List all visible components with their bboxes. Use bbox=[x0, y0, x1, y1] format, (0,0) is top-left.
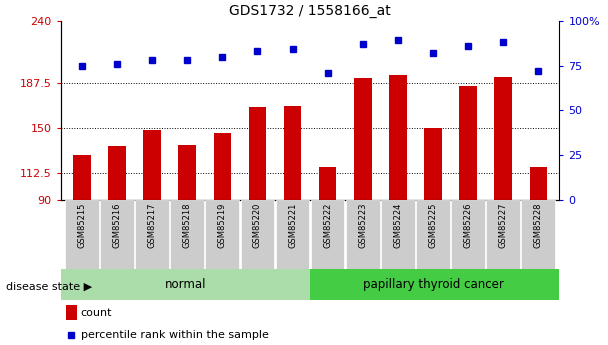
Text: GSM85224: GSM85224 bbox=[393, 202, 402, 248]
Text: GSM85219: GSM85219 bbox=[218, 202, 227, 248]
Bar bbox=[354, 78, 371, 200]
Bar bbox=[73, 155, 91, 200]
Text: percentile rank within the sample: percentile rank within the sample bbox=[81, 330, 269, 340]
Text: GSM85218: GSM85218 bbox=[182, 202, 192, 248]
Bar bbox=[459, 87, 477, 200]
Bar bbox=[494, 77, 512, 200]
Text: papillary thyroid cancer: papillary thyroid cancer bbox=[362, 278, 503, 291]
Bar bbox=[178, 145, 196, 200]
Bar bbox=[249, 107, 266, 200]
Bar bbox=[389, 75, 407, 200]
Text: normal: normal bbox=[165, 278, 206, 291]
Bar bbox=[451, 200, 485, 269]
Bar bbox=[135, 200, 169, 269]
Bar bbox=[486, 200, 520, 269]
Bar bbox=[61, 269, 310, 300]
Text: GSM85225: GSM85225 bbox=[429, 202, 438, 248]
Text: GSM85221: GSM85221 bbox=[288, 202, 297, 248]
Bar bbox=[206, 200, 239, 269]
Bar bbox=[275, 200, 309, 269]
Bar bbox=[66, 305, 77, 320]
Bar bbox=[381, 200, 415, 269]
Bar bbox=[522, 200, 555, 269]
Text: GSM85217: GSM85217 bbox=[148, 202, 157, 248]
Bar bbox=[170, 200, 204, 269]
Text: GSM85215: GSM85215 bbox=[77, 202, 86, 248]
Bar bbox=[311, 200, 345, 269]
Text: count: count bbox=[81, 308, 112, 318]
Bar bbox=[310, 269, 559, 300]
Bar bbox=[319, 167, 336, 200]
Text: GSM85220: GSM85220 bbox=[253, 202, 262, 248]
Bar bbox=[65, 200, 98, 269]
Text: disease state ▶: disease state ▶ bbox=[6, 282, 92, 291]
Text: GSM85226: GSM85226 bbox=[463, 202, 472, 248]
Bar bbox=[108, 146, 126, 200]
Title: GDS1732 / 1558166_at: GDS1732 / 1558166_at bbox=[229, 4, 391, 18]
Bar bbox=[416, 200, 450, 269]
Bar bbox=[100, 200, 134, 269]
Text: GSM85228: GSM85228 bbox=[534, 202, 543, 248]
Bar bbox=[346, 200, 379, 269]
Text: GSM85227: GSM85227 bbox=[499, 202, 508, 248]
Bar bbox=[530, 167, 547, 200]
Bar bbox=[284, 106, 302, 200]
Bar bbox=[424, 128, 442, 200]
Bar bbox=[241, 200, 274, 269]
Text: GSM85223: GSM85223 bbox=[358, 202, 367, 248]
Bar bbox=[143, 129, 161, 200]
Text: GSM85216: GSM85216 bbox=[112, 202, 122, 248]
Bar bbox=[213, 133, 231, 200]
Text: GSM85222: GSM85222 bbox=[323, 202, 332, 248]
